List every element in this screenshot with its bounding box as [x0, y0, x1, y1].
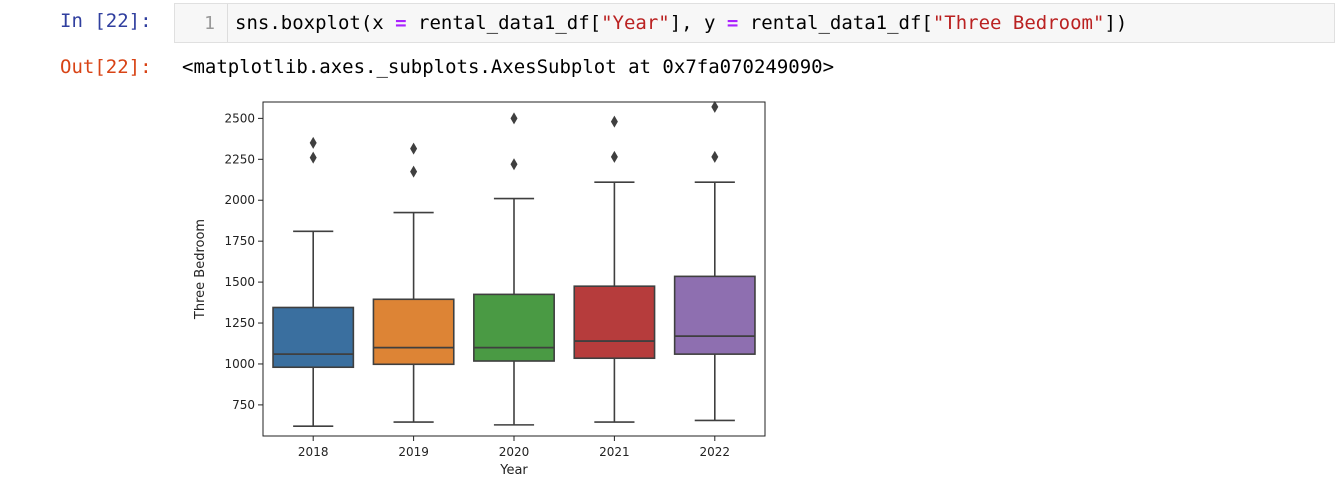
box-2021 — [573, 285, 656, 360]
y-tick-label: 2250 — [224, 152, 255, 166]
output-text: <matplotlib.axes._subplots.AxesSubplot a… — [182, 56, 835, 78]
code-token: ]) — [1104, 12, 1128, 34]
box-2022 — [673, 275, 756, 355]
box-2019 — [372, 298, 455, 366]
output-prompt: Out[22]: — [60, 56, 152, 78]
x-tick-label: 2018 — [298, 445, 329, 459]
code-token: = — [726, 12, 739, 34]
y-axis-label: Three Bedroom — [193, 219, 208, 320]
outlier-point — [410, 165, 418, 178]
code-token: "Three Bedroom" — [932, 12, 1105, 34]
x-tick-label: 2019 — [398, 445, 429, 459]
y-tick-label: 1000 — [224, 357, 255, 371]
code-token: "Year" — [601, 12, 670, 34]
outlier-point — [309, 136, 317, 149]
line-number: 1 — [204, 13, 215, 34]
x-tick-label: 2021 — [599, 445, 630, 459]
outlier-point — [309, 151, 317, 164]
input-cell[interactable]: In [22]: 1 sns.boxplot(x = rental_data1_… — [0, 0, 1335, 48]
code-token: ], y — [669, 12, 727, 34]
x-axis-label: Year — [499, 463, 528, 478]
outlier-point — [610, 150, 618, 163]
x-tick-label: 2020 — [499, 445, 530, 459]
code-editor[interactable]: 1 sns.boxplot(x = rental_data1_df["Year"… — [174, 3, 1335, 43]
code-token: sns.boxplot(x — [235, 12, 396, 34]
code-line[interactable]: sns.boxplot(x = rental_data1_df["Year"],… — [235, 12, 1127, 34]
x-tick-label: 2022 — [700, 445, 731, 459]
y-tick-label: 1500 — [224, 275, 255, 289]
y-tick-label: 1250 — [224, 316, 255, 330]
code-token: rental_data1_df[ — [738, 12, 933, 34]
line-number-gutter: 1 — [175, 4, 228, 42]
outlier-point — [410, 142, 418, 155]
y-tick-label: 750 — [232, 398, 255, 412]
code-token: = — [395, 12, 407, 34]
outlier-point — [510, 112, 518, 125]
outlier-point — [610, 115, 618, 128]
outlier-point — [711, 100, 719, 113]
y-tick-label: 2500 — [224, 111, 255, 125]
y-tick-label: 1750 — [224, 234, 255, 248]
boxplot-chart: 750 1000 1250 1500 1750 2000 2250 2500 Three Bed… — [193, 100, 766, 478]
box-2020 — [473, 293, 555, 362]
outlier-point — [510, 158, 518, 171]
y-tick-label: 2000 — [224, 193, 255, 207]
outlier-point — [711, 150, 719, 163]
code-token: rental_data1_df[ — [406, 12, 602, 34]
box-2018 — [272, 306, 355, 369]
input-prompt: In [22]: — [60, 10, 152, 32]
